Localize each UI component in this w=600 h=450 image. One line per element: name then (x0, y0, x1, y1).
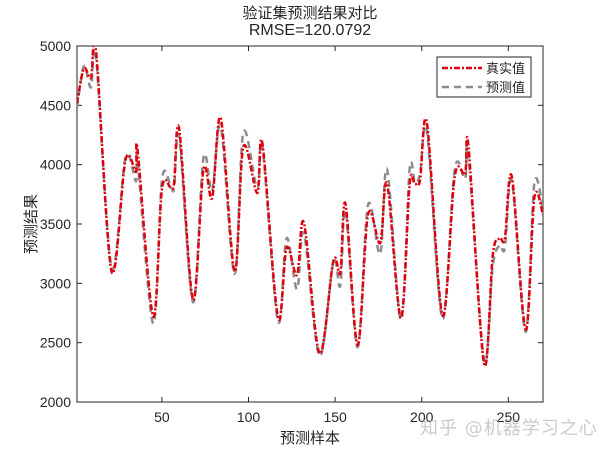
watermark: 知乎 @机器学习之心 (420, 418, 598, 439)
chart-title: 验证集预测结果对比 (242, 4, 378, 22)
y-axis-ticks: 2000 2500 3000 3500 4000 4500 5000 (40, 38, 543, 410)
y-tick-label: 3000 (40, 275, 71, 291)
x-tick-label: 200 (410, 409, 434, 425)
x-tick-label: 50 (154, 409, 170, 425)
y-tick-label: 4000 (40, 157, 71, 173)
legend-label-true: 真实值 (486, 61, 525, 77)
x-axis-ticks: 50 100 150 200 250 (154, 46, 520, 425)
x-tick-label: 250 (497, 409, 521, 425)
x-tick-label: 150 (323, 409, 347, 425)
y-tick-label: 3500 (40, 216, 71, 232)
x-axis-label: 预测样本 (280, 429, 340, 447)
y-tick-label: 2500 (40, 335, 71, 351)
legend-label-predicted: 预测值 (486, 80, 525, 96)
y-tick-label: 4500 (40, 97, 71, 113)
y-tick-label: 2000 (40, 394, 71, 410)
legend-box (436, 56, 532, 98)
series-layer (77, 46, 543, 368)
y-tick-label: 5000 (40, 38, 71, 54)
series-true-line (77, 46, 543, 368)
axes-box (76, 45, 544, 403)
y-axis-label: 预测结果 (22, 194, 40, 254)
x-tick-label: 100 (237, 409, 261, 425)
legend: 真实值 预测值 (436, 56, 532, 98)
chart-subtitle-rmse: RMSE=120.0792 (248, 22, 372, 39)
